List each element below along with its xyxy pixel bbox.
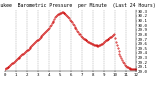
Text: Milwaukee  Barometric Pressure  per Minute  (Last 24 Hours): Milwaukee Barometric Pressure per Minute… [0, 3, 155, 8]
